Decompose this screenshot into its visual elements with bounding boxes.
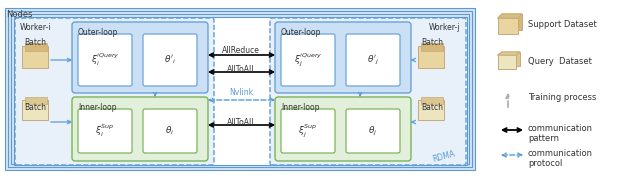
Text: $\xi_i^{Sup}$: $\xi_i^{Sup}$: [95, 123, 115, 139]
Bar: [11, 14, 469, 164]
Bar: [421, 43, 443, 51]
Bar: [25, 97, 47, 104]
Text: $\theta_j$: $\theta_j$: [369, 124, 378, 138]
FancyBboxPatch shape: [281, 109, 335, 153]
Bar: [25, 43, 47, 51]
Text: Outer-loop: Outer-loop: [78, 28, 118, 37]
Text: $\theta'_i$: $\theta'_i$: [164, 54, 176, 66]
Text: $\xi_j^{Sup}$: $\xi_j^{Sup}$: [298, 122, 317, 139]
Bar: [22, 100, 48, 120]
Text: Worker-i: Worker-i: [20, 23, 51, 32]
Text: Worker-j: Worker-j: [429, 23, 460, 32]
FancyBboxPatch shape: [270, 18, 466, 165]
Text: $\xi_j^{\prime Query}$: $\xi_j^{\prime Query}$: [294, 52, 323, 68]
Text: Batch: Batch: [421, 38, 443, 47]
Bar: [498, 55, 516, 69]
Polygon shape: [498, 14, 522, 18]
FancyBboxPatch shape: [78, 34, 132, 86]
Text: AllToAll: AllToAll: [227, 118, 255, 127]
Bar: [502, 14, 522, 30]
Text: Inner-loop: Inner-loop: [281, 103, 319, 112]
Text: $\theta_i$: $\theta_i$: [165, 125, 175, 137]
Bar: [498, 18, 518, 34]
Text: Nvlink: Nvlink: [229, 88, 253, 97]
Bar: [14, 17, 467, 165]
FancyBboxPatch shape: [281, 34, 335, 86]
Bar: [418, 100, 444, 120]
FancyBboxPatch shape: [346, 34, 400, 86]
Text: $\xi_i^{\prime Query}$: $\xi_i^{\prime Query}$: [91, 52, 120, 68]
Text: Nodes: Nodes: [6, 10, 33, 19]
FancyBboxPatch shape: [346, 109, 400, 153]
FancyBboxPatch shape: [72, 22, 208, 93]
FancyBboxPatch shape: [143, 34, 197, 86]
Bar: [421, 97, 443, 104]
Text: Support Dataset: Support Dataset: [528, 20, 596, 29]
FancyBboxPatch shape: [143, 109, 197, 153]
Bar: [502, 52, 520, 66]
Bar: [22, 46, 48, 68]
Bar: [418, 46, 444, 68]
Bar: [8, 11, 472, 167]
FancyBboxPatch shape: [275, 97, 411, 161]
Text: AllReduce: AllReduce: [222, 46, 260, 55]
FancyBboxPatch shape: [275, 22, 411, 93]
FancyBboxPatch shape: [15, 18, 214, 165]
Text: Outer-loop: Outer-loop: [281, 28, 321, 37]
Text: AllToAll: AllToAll: [227, 65, 255, 74]
Text: Batch: Batch: [24, 103, 46, 112]
Text: Batch: Batch: [421, 103, 443, 112]
Bar: [5, 8, 475, 170]
Text: Query  Dataset: Query Dataset: [528, 57, 592, 66]
Text: communication
pattern: communication pattern: [528, 124, 593, 143]
Polygon shape: [498, 52, 520, 55]
Text: Training process: Training process: [528, 93, 596, 102]
Text: RDMA: RDMA: [431, 149, 456, 164]
FancyBboxPatch shape: [72, 97, 208, 161]
Text: communication
protocol: communication protocol: [528, 149, 593, 168]
Text: Batch: Batch: [24, 38, 46, 47]
FancyBboxPatch shape: [78, 109, 132, 153]
Text: Inner-loop: Inner-loop: [78, 103, 116, 112]
Text: $\theta'_j$: $\theta'_j$: [367, 54, 379, 67]
